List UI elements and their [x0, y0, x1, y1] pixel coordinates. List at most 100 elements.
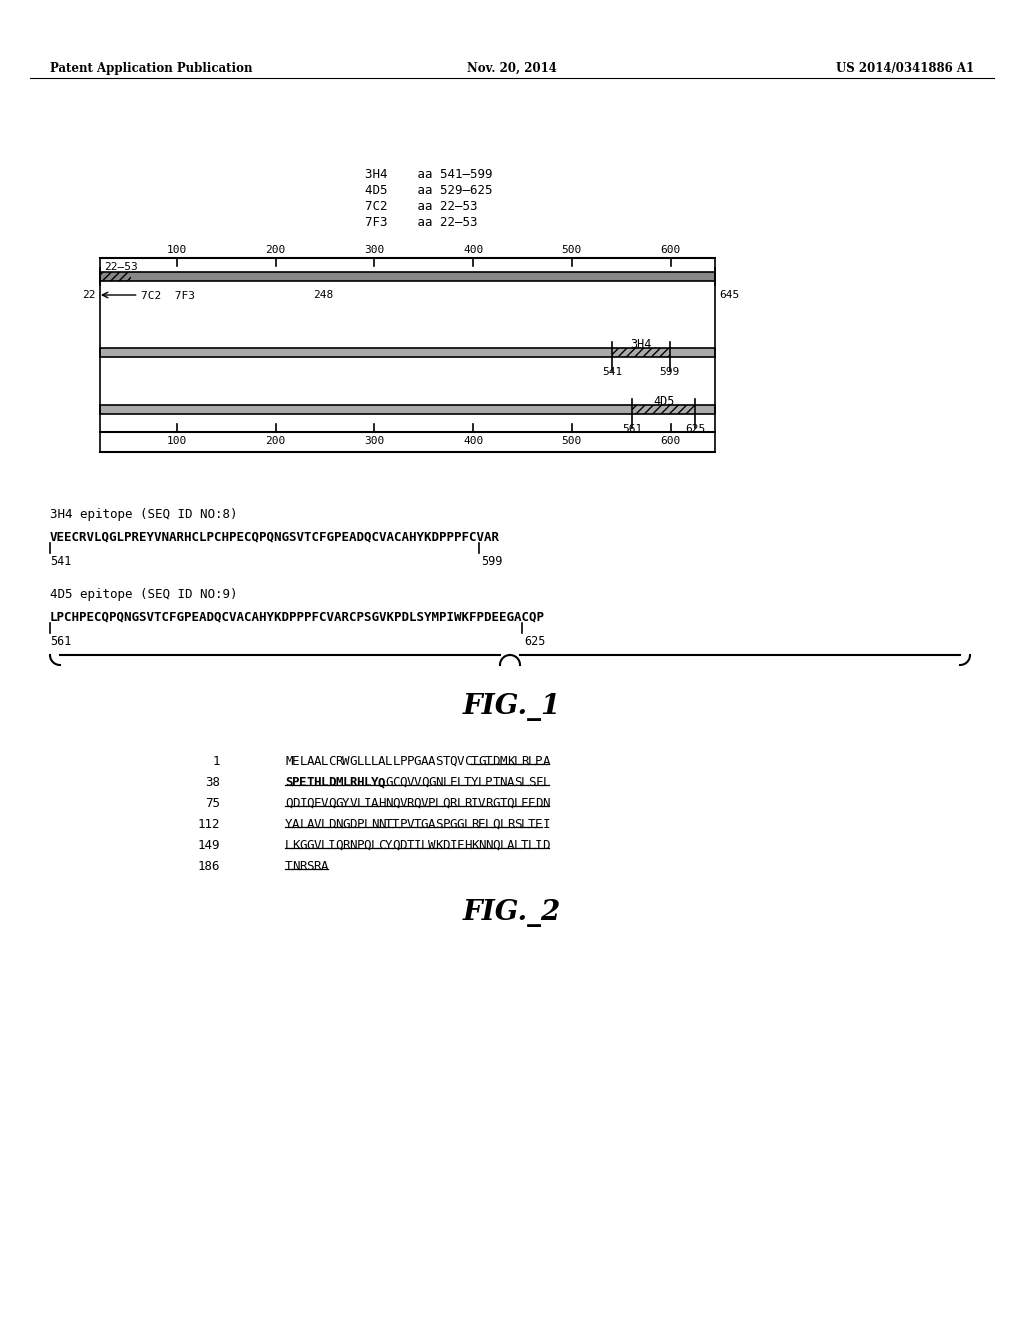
Text: 599: 599	[659, 367, 680, 378]
Text: G: G	[493, 797, 500, 810]
Text: N: N	[478, 840, 485, 851]
Text: L: L	[500, 840, 507, 851]
Text: G: G	[478, 755, 485, 768]
Text: 645: 645	[719, 290, 739, 300]
Text: I: I	[543, 818, 550, 832]
Text: L: L	[364, 776, 371, 789]
Text: L: L	[364, 818, 371, 832]
Text: D: D	[442, 840, 450, 851]
Text: L: L	[385, 755, 392, 768]
Text: 400: 400	[463, 436, 483, 446]
Text: P: P	[485, 776, 493, 789]
Text: G: G	[349, 755, 356, 768]
Text: I: I	[450, 840, 457, 851]
Text: R: R	[407, 797, 414, 810]
Text: K: K	[292, 840, 300, 851]
Text: D: D	[493, 755, 500, 768]
Text: C: C	[378, 840, 385, 851]
Text: N: N	[500, 776, 507, 789]
Text: T: T	[485, 755, 493, 768]
Text: L: L	[457, 776, 464, 789]
Text: 400: 400	[463, 246, 483, 255]
Text: 600: 600	[660, 436, 681, 446]
Text: 7C2  7F3: 7C2 7F3	[140, 290, 195, 301]
Text: L: L	[543, 776, 550, 789]
Text: R: R	[299, 861, 307, 873]
Text: T: T	[442, 755, 450, 768]
Text: A: A	[306, 755, 314, 768]
Text: E: E	[528, 797, 536, 810]
Text: F: F	[457, 840, 464, 851]
Text: T: T	[285, 861, 293, 873]
Text: V: V	[414, 776, 421, 789]
Text: T: T	[471, 755, 478, 768]
Text: H: H	[464, 840, 471, 851]
Text: L: L	[392, 755, 399, 768]
Text: L: L	[464, 818, 471, 832]
Text: Q: Q	[414, 797, 421, 810]
Text: C: C	[328, 755, 336, 768]
Text: 22–53: 22–53	[104, 261, 138, 272]
Text: K: K	[471, 840, 478, 851]
Text: 3H4: 3H4	[631, 338, 651, 351]
Text: T: T	[521, 840, 528, 851]
Text: L: L	[321, 840, 329, 851]
Text: R: R	[313, 861, 322, 873]
Text: I: I	[471, 797, 478, 810]
Text: M: M	[285, 755, 293, 768]
Text: T: T	[493, 776, 500, 789]
Text: I: I	[328, 840, 336, 851]
Text: A: A	[306, 818, 314, 832]
Text: 75: 75	[205, 797, 220, 810]
Text: 112: 112	[198, 818, 220, 832]
Text: P: P	[407, 755, 414, 768]
Text: S: S	[435, 755, 442, 768]
Text: 625: 625	[685, 424, 706, 434]
Text: FIG._2: FIG._2	[463, 899, 561, 927]
Text: N: N	[335, 818, 343, 832]
Text: E: E	[313, 797, 322, 810]
Text: R: R	[471, 818, 478, 832]
Text: L: L	[321, 818, 329, 832]
Text: 186: 186	[198, 861, 220, 873]
Text: I: I	[364, 797, 371, 810]
Text: C: C	[392, 776, 399, 789]
Text: FIG._1: FIG._1	[463, 693, 561, 721]
Bar	[100, 272, 131, 281]
Text: V: V	[313, 818, 322, 832]
Text: 3H4    aa 541–599: 3H4 aa 541–599	[365, 168, 493, 181]
Text: N: N	[435, 776, 442, 789]
Text: Nov. 20, 2014: Nov. 20, 2014	[467, 62, 557, 75]
Text: F: F	[521, 797, 528, 810]
Text: D: D	[349, 818, 356, 832]
Text: 200: 200	[265, 246, 286, 255]
Text: G: G	[421, 818, 428, 832]
Text: H: H	[378, 797, 385, 810]
Text: G: G	[450, 818, 457, 832]
Text: L: L	[514, 797, 521, 810]
Text: G: G	[299, 840, 307, 851]
Text: P: P	[428, 797, 435, 810]
Text: N: N	[371, 818, 378, 832]
Text: L: L	[371, 755, 378, 768]
Text: 599: 599	[481, 554, 503, 568]
Text: E: E	[292, 755, 300, 768]
Text: L: L	[485, 818, 493, 832]
Text: C: C	[464, 755, 471, 768]
Text: I: I	[414, 840, 421, 851]
Text: V: V	[407, 818, 414, 832]
Text: V: V	[478, 797, 485, 810]
Text: G: G	[342, 818, 350, 832]
Text: A: A	[371, 797, 378, 810]
Text: R: R	[507, 818, 514, 832]
Text: T: T	[414, 818, 421, 832]
Text: R: R	[335, 755, 343, 768]
Text: S: S	[285, 776, 293, 789]
Text: M: M	[500, 755, 507, 768]
Text: D: D	[328, 776, 336, 789]
Text: 300: 300	[365, 246, 385, 255]
Text: W: W	[428, 840, 435, 851]
Text: L: L	[299, 755, 307, 768]
Text: A: A	[313, 755, 322, 768]
Text: L: L	[514, 755, 521, 768]
